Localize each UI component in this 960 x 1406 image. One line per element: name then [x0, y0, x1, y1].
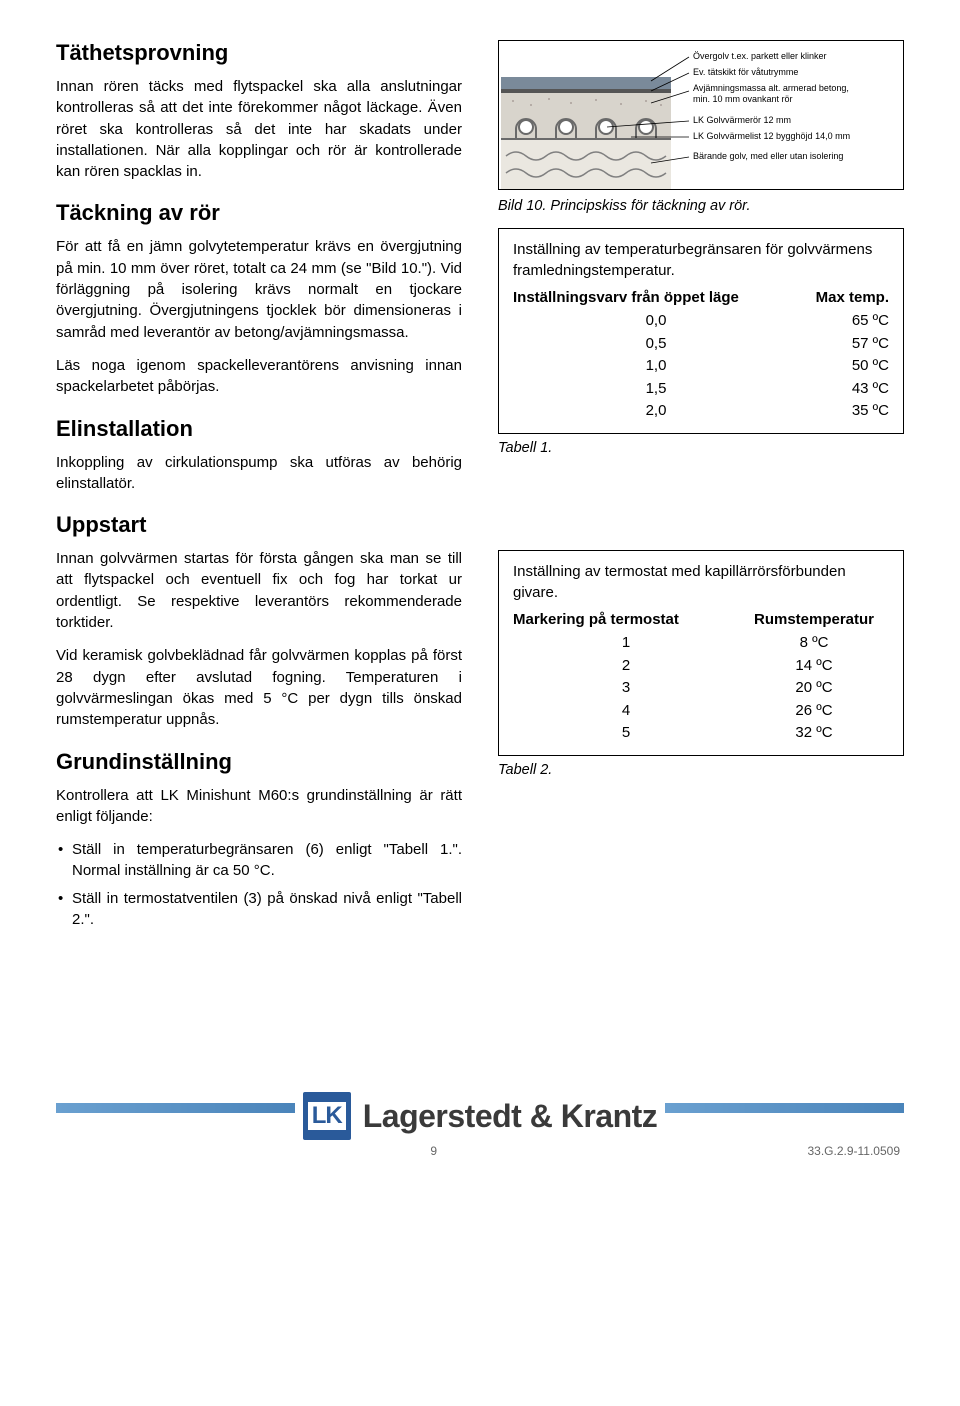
bullet-list: Ställ in temperaturbegränsaren (6) enlig…	[56, 839, 462, 930]
para-tathetsprovning: Innan rören täcks med flytspackel ska al…	[56, 76, 462, 182]
table-row: 0,065 ºC	[513, 310, 889, 333]
left-column-upper: Täthetsprovning Innan rören täcks med fl…	[56, 40, 462, 506]
diagram-label-4: LK Golvvärmerör 12 mm	[693, 115, 791, 125]
right-column-upper: Övergolv t.ex. parkett eller klinker Ev.…	[498, 40, 904, 506]
table-row: 18 ºC	[513, 632, 889, 655]
table-1-header-1: Inställningsvarv från öppet läge	[513, 289, 816, 306]
diagram-label-6: Bärande golv, med eller utan isolering	[693, 151, 843, 161]
heading-uppstart: Uppstart	[56, 512, 462, 538]
table-1-header-2: Max temp.	[816, 289, 889, 306]
para-uppstart-1: Innan golvvärmen startas för första gång…	[56, 548, 462, 633]
diagram-principskiss: Övergolv t.ex. parkett eller klinker Ev.…	[498, 40, 904, 190]
diagram-label-1: Övergolv t.ex. parkett eller klinker	[693, 51, 827, 61]
diagram-label-3a: Avjämningsmassa alt. armerad betong,	[693, 83, 849, 93]
diagram-label-5: LK Golvvärmelist 12 bygghöjd 14,0 mm	[693, 131, 850, 141]
table-2-header-2: Rumstemperatur	[739, 611, 889, 628]
brand-name: Lagerstedt & Krantz	[363, 1098, 658, 1135]
page-number: 9	[60, 1144, 807, 1158]
bullet-2: Ställ in termostatventilen (3) på önskad…	[56, 888, 462, 931]
table-2-intro: Inställning av termostat med kapillärrör…	[513, 561, 889, 603]
table-2-header-1: Markering på termostat	[513, 611, 739, 628]
footer-bar-left	[56, 1103, 295, 1113]
page-footer: LK Lagerstedt & Krantz 9 33.G.2.9-11.050…	[56, 1076, 904, 1158]
table-row: 320 ºC	[513, 677, 889, 700]
heading-tackning: Täckning av rör	[56, 200, 462, 226]
caption-bild-10: Bild 10. Principskiss för täckning av rö…	[498, 198, 904, 214]
table-1-intro: Inställning av temperaturbegränsaren för…	[513, 239, 889, 281]
heading-elinstallation: Elinstallation	[56, 416, 462, 442]
diagram-label-2: Ev. tätskikt för våtutrymme	[693, 67, 798, 77]
heading-tathetsprovning: Täthetsprovning	[56, 40, 462, 66]
para-elinstallation: Inkoppling av cirkulationspump ska utför…	[56, 452, 462, 495]
lk-logo-icon: LK	[303, 1092, 351, 1140]
diagram-label-3b: min. 10 mm ovankant rör	[693, 94, 793, 104]
doc-code: 33.G.2.9-11.0509	[807, 1144, 900, 1158]
table-row: 532 ºC	[513, 722, 889, 745]
para-tackning-2: Läs noga igenom spackelleverantörens anv…	[56, 355, 462, 398]
right-column-lower: Inställning av termostat med kapillärrör…	[498, 512, 904, 936]
table-row: 1,543 ºC	[513, 378, 889, 401]
caption-tabell-2: Tabell 2.	[498, 762, 904, 778]
table-1: Inställning av temperaturbegränsaren för…	[498, 228, 904, 434]
table-row: 1,050 ºC	[513, 355, 889, 378]
para-grundinstallning: Kontrollera att LK Minishunt M60:s grund…	[56, 785, 462, 828]
left-column-lower: Uppstart Innan golvvärmen startas för fö…	[56, 512, 462, 936]
footer-bar-right	[665, 1103, 904, 1113]
table-row: 0,557 ºC	[513, 333, 889, 356]
footer-logo-group: LK Lagerstedt & Krantz	[295, 1092, 666, 1140]
table-row: 214 ºC	[513, 655, 889, 678]
table-row: 2,035 ºC	[513, 400, 889, 423]
heading-grundinstallning: Grundinställning	[56, 749, 462, 775]
para-uppstart-2: Vid keramisk golvbeklädnad får golvvärme…	[56, 645, 462, 730]
caption-tabell-1: Tabell 1.	[498, 440, 904, 456]
diagram-svg: Övergolv t.ex. parkett eller klinker Ev.…	[499, 41, 903, 189]
lk-logo-text: LK	[308, 1102, 346, 1130]
bullet-1: Ställ in temperaturbegränsaren (6) enlig…	[56, 839, 462, 882]
para-tackning-1: För att få en jämn golvytetemperatur krä…	[56, 236, 462, 342]
table-2: Inställning av termostat med kapillärrör…	[498, 550, 904, 756]
table-row: 426 ºC	[513, 700, 889, 723]
